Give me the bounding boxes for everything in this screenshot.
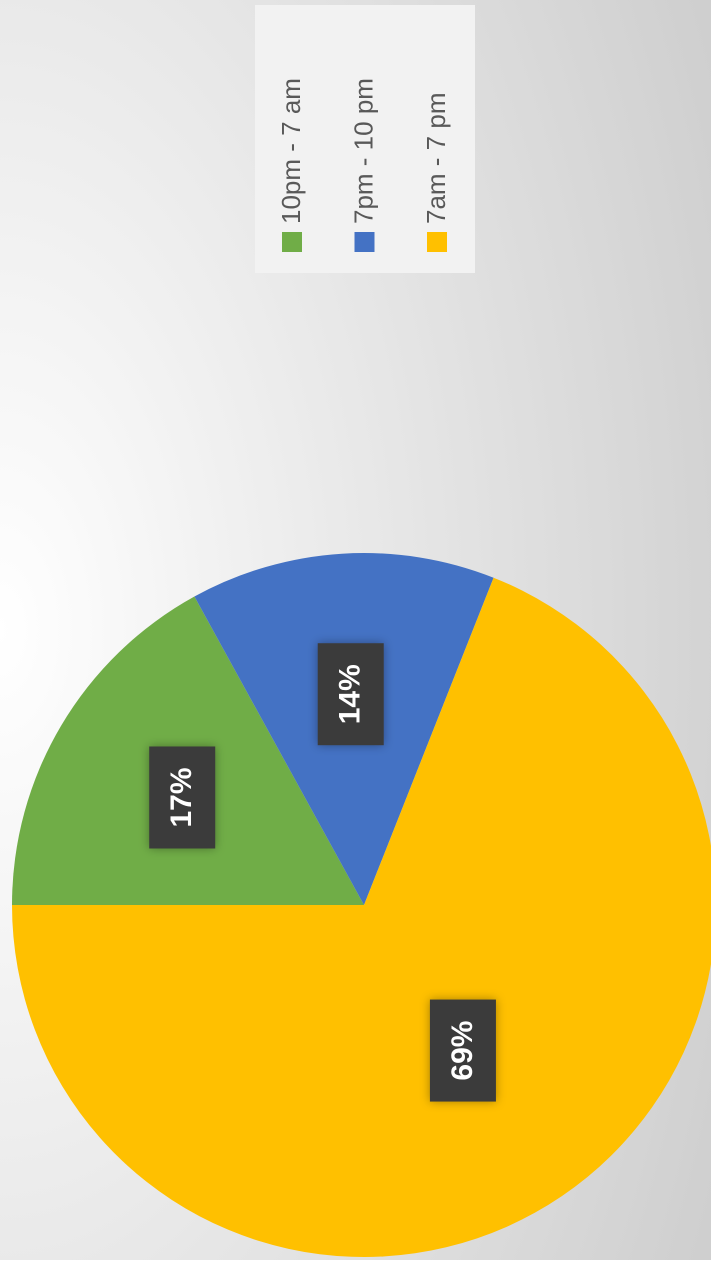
legend-label: 7pm - 10 pm [348,78,378,224]
data-label-box [149,746,216,849]
legend-swatch [354,232,375,252]
legend-swatch [282,232,302,252]
data-label-box [317,643,384,746]
legend-swatch [427,232,447,252]
data-label-box [429,999,496,1102]
data-label: 14% [334,664,367,724]
pie-slice [12,577,711,1257]
legend-label: 7am - 7 pm [421,93,451,225]
legend-box [255,5,475,273]
data-label: 17% [165,767,198,827]
pie: 17% 14% 69% [12,553,711,1257]
legend-label: 10pm - 7 am [276,78,306,224]
data-label: 69% [446,1021,479,1081]
legend: 10pm - 7 am 7pm - 10 pm 7am - 7 pm [255,5,475,273]
